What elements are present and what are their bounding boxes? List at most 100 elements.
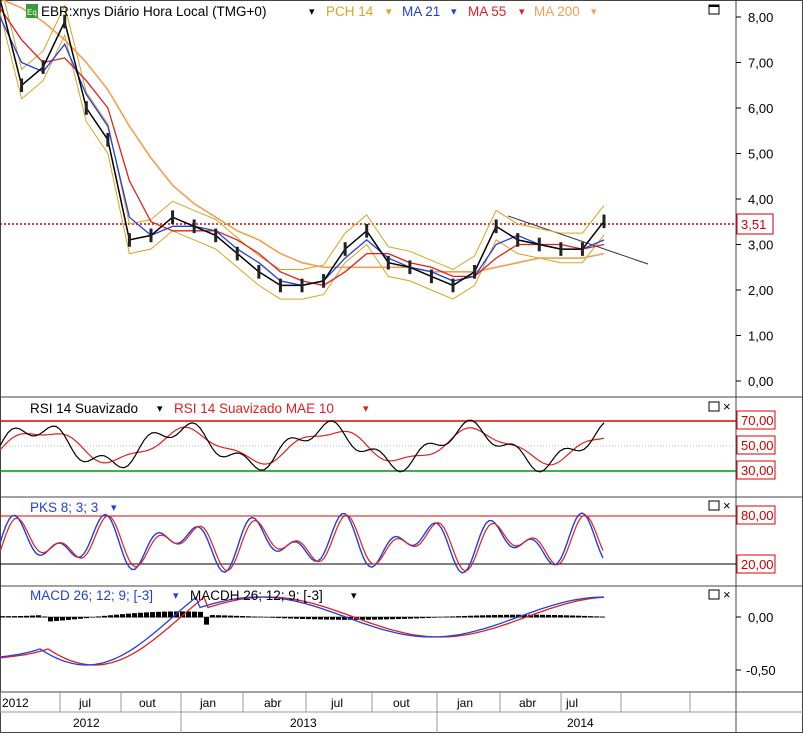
price-tick-label: 8,00 <box>748 10 773 25</box>
price-bar <box>386 255 390 270</box>
price-axis: 8,00 7,00 6,00 5,00 4,00 3,00 2,00 1,00 0,00 <box>736 10 773 389</box>
macdh-bar <box>306 617 311 620</box>
price-tick-label: 3,00 <box>748 238 773 253</box>
macdh-bar <box>216 615 221 618</box>
legend-ma200[interactable]: MA 200 <box>534 4 580 19</box>
macd-title[interactable]: MACD 26; 12; 9; [-3] <box>30 588 153 603</box>
price-series <box>0 0 606 300</box>
macdh-bar <box>336 617 341 620</box>
macdh-bar <box>294 617 299 619</box>
price-bar <box>322 274 326 288</box>
macdh-bar <box>486 615 491 618</box>
price-bar <box>63 14 67 29</box>
macdh-bar <box>72 617 77 620</box>
macdh-bar <box>408 617 413 619</box>
rsi-maximize-icon[interactable] <box>708 401 720 412</box>
macdh-bar <box>456 616 461 618</box>
year-label-2013: 2013 <box>290 716 317 730</box>
macdh-bar <box>186 611 191 618</box>
macdh-bar <box>468 615 473 618</box>
rsi-title[interactable]: RSI 14 Suavizado <box>30 401 138 416</box>
macdh-bar <box>0 616 5 618</box>
macdh-bar <box>450 616 455 618</box>
macdh-bar <box>582 615 587 618</box>
macdh-bar <box>96 616 101 618</box>
month-label-out: out <box>139 696 156 710</box>
macdh-bar <box>162 611 167 618</box>
macdh-bar <box>156 611 161 618</box>
macdh-bar <box>414 617 419 619</box>
legend-pch14[interactable]: PCH 14 <box>326 4 374 19</box>
rsi-series <box>0 419 605 473</box>
pch-lower-line <box>0 12 605 300</box>
pks-title[interactable]: PKS 8; 3; 3 <box>30 500 98 515</box>
macdh-bar <box>432 617 437 618</box>
rsi-close-icon[interactable]: × <box>723 399 731 414</box>
macdh-bar <box>426 617 431 618</box>
price-bar <box>106 133 110 147</box>
series-line-3 <box>0 0 605 273</box>
price-bar <box>171 210 175 225</box>
macdh-bar <box>6 616 11 618</box>
pks-maximize-icon[interactable] <box>708 500 720 511</box>
legend-ma55[interactable]: MA 55 <box>468 4 506 19</box>
pch-dropdown-icon[interactable]: ▾ <box>386 6 392 18</box>
price-bar <box>343 242 347 256</box>
equity-badge-icon <box>26 4 38 18</box>
rsi-mae-title[interactable]: RSI 14 Suavizado MAE 10 <box>174 401 334 416</box>
price-bar <box>257 264 261 279</box>
macdh-bar <box>372 617 377 620</box>
macd-dropdown-icon[interactable]: ▾ <box>173 590 179 602</box>
x-axis: 2012 jul out jan abr jul out jan abr jul… <box>2 696 594 730</box>
grid-lines <box>0 692 691 733</box>
macdh-bar <box>360 617 365 620</box>
price-bar <box>451 278 455 293</box>
pks-d-line <box>0 514 604 572</box>
macdh-bar <box>588 616 593 618</box>
pks-dropdown-icon[interactable]: ▾ <box>111 502 117 514</box>
rsi-dropdown-icon[interactable]: ▾ <box>157 403 163 415</box>
ma55-dropdown-icon[interactable]: ▾ <box>519 6 525 18</box>
macdh-bar <box>462 615 467 618</box>
rsi-70-label: 70,00 <box>741 413 774 428</box>
macdh-bar <box>36 615 41 618</box>
pks-80-label: 80,00 <box>741 508 774 523</box>
month-label-jul2: jul <box>330 696 343 710</box>
macdh-bar <box>168 611 173 618</box>
price-bar <box>41 60 45 74</box>
macdh-bar <box>480 615 485 618</box>
macdh-bar <box>288 617 293 619</box>
macdh-bar <box>138 612 143 618</box>
macdh-bar <box>558 615 563 618</box>
macdh-bar <box>594 616 599 618</box>
macdh-bar <box>12 616 17 618</box>
ma200-dropdown-icon[interactable]: ▾ <box>591 6 597 18</box>
price-bar <box>235 246 239 261</box>
macd-maximize-icon[interactable] <box>708 589 720 600</box>
macdh-bar <box>264 617 269 618</box>
month-label-2012: 2012 <box>2 696 29 710</box>
macdh-bar <box>300 617 305 619</box>
rsi-30-badge <box>736 460 776 480</box>
macdh-bar <box>60 617 65 621</box>
macd-close-icon[interactable]: × <box>723 587 731 602</box>
macdh-bar <box>330 617 335 620</box>
macdh-bar <box>114 614 119 618</box>
ma21-dropdown-icon[interactable]: ▾ <box>451 6 457 18</box>
macd-signal-line <box>0 596 605 666</box>
pks-close-icon[interactable]: × <box>723 498 731 513</box>
macd-neg-label: -0,50 <box>746 663 776 678</box>
rsi-mae-dropdown-icon[interactable]: ▾ <box>363 403 369 415</box>
legend-ma21[interactable]: MA 21 <box>402 4 440 19</box>
macdh-bar <box>498 614 503 618</box>
macdh-bar <box>516 614 521 618</box>
macdh-bar <box>120 614 125 618</box>
macdh-bar <box>474 615 479 618</box>
macdh-title[interactable]: MACDH 26; 12; 9; [-3] <box>190 588 323 603</box>
title-dropdown-icon[interactable]: ▾ <box>309 6 315 18</box>
macdh-bar <box>438 616 443 618</box>
rsi-50-badge <box>736 435 776 455</box>
macdh-bar <box>222 615 227 618</box>
macdh-dropdown-icon[interactable]: ▾ <box>351 590 357 602</box>
macdh-bar <box>420 617 425 619</box>
